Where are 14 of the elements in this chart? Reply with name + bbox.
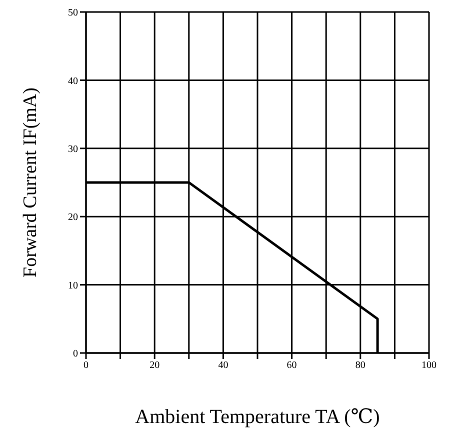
y-tick-label: 20 bbox=[68, 212, 78, 224]
y-tick-label: 50 bbox=[68, 8, 78, 19]
x-tick-label: 60 bbox=[286, 360, 297, 372]
y-tick-label: 40 bbox=[68, 76, 78, 87]
y-tick-label: 30 bbox=[68, 144, 78, 155]
x-tick-label: 100 bbox=[422, 360, 436, 372]
x-axis-title: Ambient Temperature TA (℃) bbox=[135, 406, 380, 428]
x-tick-label: 80 bbox=[355, 360, 366, 372]
x-tick-label: 40 bbox=[218, 360, 228, 372]
x-tick-label: 20 bbox=[150, 360, 160, 372]
y-tick-label: 0 bbox=[73, 348, 78, 360]
x-tick-label: 0 bbox=[84, 360, 88, 372]
y-tick-label: 10 bbox=[68, 280, 78, 292]
y-axis-title: Forward Current IF(mA) bbox=[20, 88, 41, 278]
